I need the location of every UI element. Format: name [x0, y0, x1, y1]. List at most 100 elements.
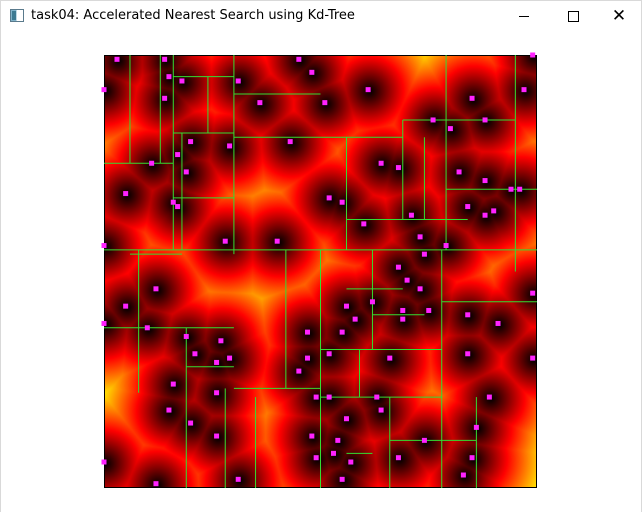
kd-point — [101, 87, 107, 93]
kd-point — [408, 212, 414, 218]
kd-point — [352, 316, 358, 322]
kd-point — [296, 56, 302, 62]
kd-point — [378, 160, 384, 166]
kd-tree-overlay — [101, 52, 537, 488]
minimize-button[interactable] — [501, 1, 547, 32]
kd-point — [257, 100, 263, 106]
kd-point — [162, 95, 168, 101]
kd-point — [183, 169, 189, 175]
kd-point — [426, 307, 432, 313]
kd-point — [175, 204, 181, 210]
kd-point — [235, 78, 241, 84]
app-window-icon — [10, 9, 24, 22]
kd-point — [395, 165, 401, 171]
kd-point — [339, 329, 345, 335]
kd-point — [192, 351, 198, 357]
kd-point — [465, 351, 471, 357]
kd-point — [309, 433, 315, 439]
kd-point — [222, 238, 228, 244]
kd-point — [144, 325, 150, 331]
kd-point — [456, 169, 462, 175]
kd-point — [309, 69, 315, 75]
kd-point — [162, 56, 168, 62]
kd-point — [326, 351, 332, 357]
kd-point — [443, 243, 449, 249]
kd-point — [469, 455, 475, 461]
kd-point — [404, 277, 410, 283]
kd-point — [101, 320, 107, 326]
kd-point — [430, 117, 436, 123]
kd-point — [343, 303, 349, 309]
kd-point — [365, 87, 371, 93]
kd-point — [417, 234, 423, 240]
kd-point — [214, 433, 220, 439]
kd-point — [465, 204, 471, 210]
kd-point — [101, 459, 107, 465]
kd-point — [447, 126, 453, 132]
kd-point — [482, 178, 488, 184]
kd-point — [491, 208, 497, 214]
kd-point — [175, 152, 181, 158]
kd-point — [395, 264, 401, 270]
kd-point — [179, 78, 185, 84]
kd-point — [326, 195, 332, 201]
kd-point — [305, 355, 311, 361]
kd-point — [421, 437, 427, 443]
kd-point — [374, 394, 380, 400]
kd-point — [183, 333, 189, 339]
kd-point — [287, 139, 293, 145]
kd-point — [378, 407, 384, 413]
kd-point — [170, 381, 176, 387]
kd-point — [170, 199, 176, 205]
kd-point — [166, 407, 172, 413]
kd-point — [395, 455, 401, 461]
kd-point — [235, 476, 241, 482]
kd-point — [387, 355, 393, 361]
window-title: task04: Accelerated Nearest Search using… — [31, 8, 355, 23]
maximize-icon — [567, 11, 579, 22]
maximize-button[interactable] — [550, 1, 596, 32]
kd-point — [313, 455, 319, 461]
kd-point — [421, 251, 427, 257]
kd-point — [361, 221, 367, 227]
kd-point — [482, 117, 488, 123]
kd-point — [348, 459, 354, 465]
kd-point — [400, 307, 406, 313]
kd-point — [473, 424, 479, 430]
kd-point — [339, 199, 345, 205]
kd-point — [214, 359, 220, 365]
kd-point — [274, 238, 280, 244]
kd-point — [326, 394, 332, 400]
kd-point — [123, 191, 129, 197]
kd-point — [322, 100, 328, 106]
kd-point — [149, 160, 155, 166]
kd-point — [465, 312, 471, 318]
kd-point — [521, 87, 527, 93]
close-button[interactable]: ✕ — [596, 1, 642, 32]
kd-point — [214, 390, 220, 396]
kd-point — [486, 394, 492, 400]
kd-point — [530, 355, 536, 361]
kd-point — [188, 139, 194, 145]
kd-point — [417, 286, 423, 292]
kd-point — [495, 320, 501, 326]
kd-point — [114, 56, 120, 62]
kd-point — [123, 303, 129, 309]
kd-point — [227, 143, 233, 149]
close-icon: ✕ — [611, 6, 627, 26]
kd-point — [482, 212, 488, 218]
kd-point — [469, 95, 475, 101]
kd-point — [153, 286, 159, 292]
kd-point — [530, 290, 536, 296]
kd-point — [330, 450, 336, 456]
title-bar[interactable]: task04: Accelerated Nearest Search using… — [0, 0, 642, 31]
kd-point — [313, 394, 319, 400]
kd-point — [343, 416, 349, 422]
kd-point — [400, 316, 406, 322]
kd-point — [227, 355, 233, 361]
kd-point — [153, 481, 159, 487]
minimize-icon — [519, 16, 529, 17]
kd-point — [460, 472, 466, 478]
kd-point — [166, 74, 172, 80]
kd-point — [188, 420, 194, 426]
